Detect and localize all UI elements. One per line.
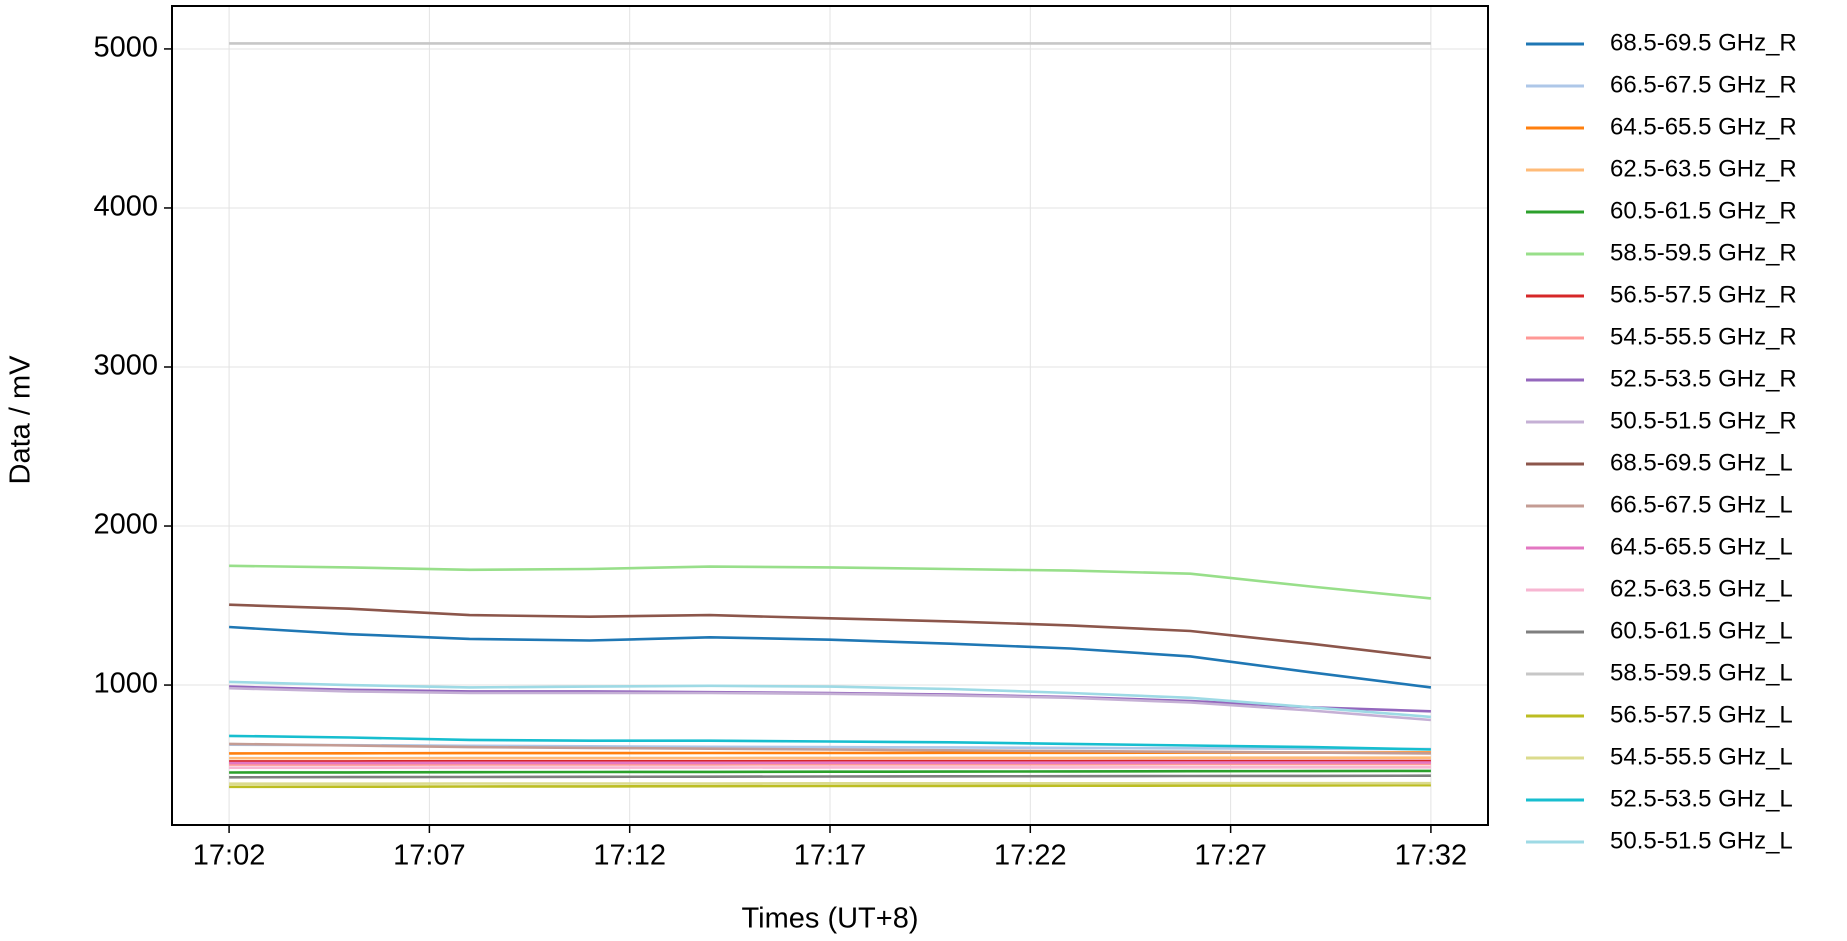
y-tick-label: 1000 — [93, 668, 158, 700]
legend-label: 58.5-59.5 GHz_L — [1610, 659, 1793, 686]
legend-label: 50.5-51.5 GHz_L — [1610, 827, 1793, 854]
series-line — [229, 759, 1431, 763]
legend-label: 58.5-59.5 GHz_R — [1610, 239, 1797, 266]
legend-label: 68.5-69.5 GHz_L — [1610, 449, 1793, 476]
x-tick-label: 17:32 — [1395, 840, 1468, 872]
y-axis-label: Data / mV — [5, 355, 37, 485]
series-line — [229, 680, 1432, 719]
y-tick-label: 3000 — [93, 350, 158, 382]
legend-label: 52.5-53.5 GHz_R — [1610, 365, 1797, 392]
series-line — [229, 783, 1431, 789]
series-line — [229, 564, 1432, 600]
legend-label: 60.5-61.5 GHz_L — [1610, 617, 1793, 644]
x-tick-label: 17:22 — [994, 840, 1067, 872]
legend-label: 62.5-63.5 GHz_R — [1610, 155, 1797, 182]
legend-label: 68.5-69.5 GHz_R — [1610, 29, 1797, 56]
series-line — [229, 774, 1431, 779]
x-tick-label: 17:12 — [593, 840, 666, 872]
x-tick-label: 17:17 — [794, 840, 867, 872]
series-line — [229, 734, 1431, 751]
legend-label: 60.5-61.5 GHz_R — [1610, 197, 1797, 224]
x-tick-label: 17:07 — [393, 840, 466, 872]
y-tick-label: 2000 — [93, 509, 158, 541]
series-line — [229, 761, 1431, 765]
y-tick-label: 4000 — [93, 191, 158, 223]
legend-label: 64.5-65.5 GHz_L — [1610, 533, 1793, 560]
x-tick-label: 17:02 — [193, 840, 266, 872]
plot-frame — [171, 5, 1489, 826]
series-line — [229, 742, 1431, 755]
y-tick-label: 5000 — [93, 32, 158, 64]
series-line — [229, 762, 1431, 766]
legend-label: 66.5-67.5 GHz_R — [1610, 71, 1797, 98]
legend-label: 54.5-55.5 GHz_R — [1610, 323, 1797, 350]
series-line — [229, 625, 1432, 689]
legend-label: 50.5-51.5 GHz_R — [1610, 407, 1797, 434]
legend-label: 62.5-63.5 GHz_L — [1610, 575, 1793, 602]
legend-label: 64.5-65.5 GHz_R — [1610, 113, 1797, 140]
legend-label: 54.5-55.5 GHz_L — [1610, 743, 1793, 770]
series-line — [229, 603, 1432, 660]
series-line — [229, 686, 1432, 722]
legend-label: 56.5-57.5 GHz_L — [1610, 701, 1793, 728]
series-line — [229, 769, 1431, 774]
legend-label: 56.5-57.5 GHz_R — [1610, 281, 1797, 308]
series-line — [229, 756, 1431, 760]
x-tick-label: 17:27 — [1194, 840, 1267, 872]
series-line — [229, 781, 1431, 786]
legend-label: 66.5-67.5 GHz_L — [1610, 491, 1793, 518]
legend-label: 52.5-53.5 GHz_L — [1610, 785, 1793, 812]
x-axis-label: Times (UT+8) — [742, 903, 919, 935]
